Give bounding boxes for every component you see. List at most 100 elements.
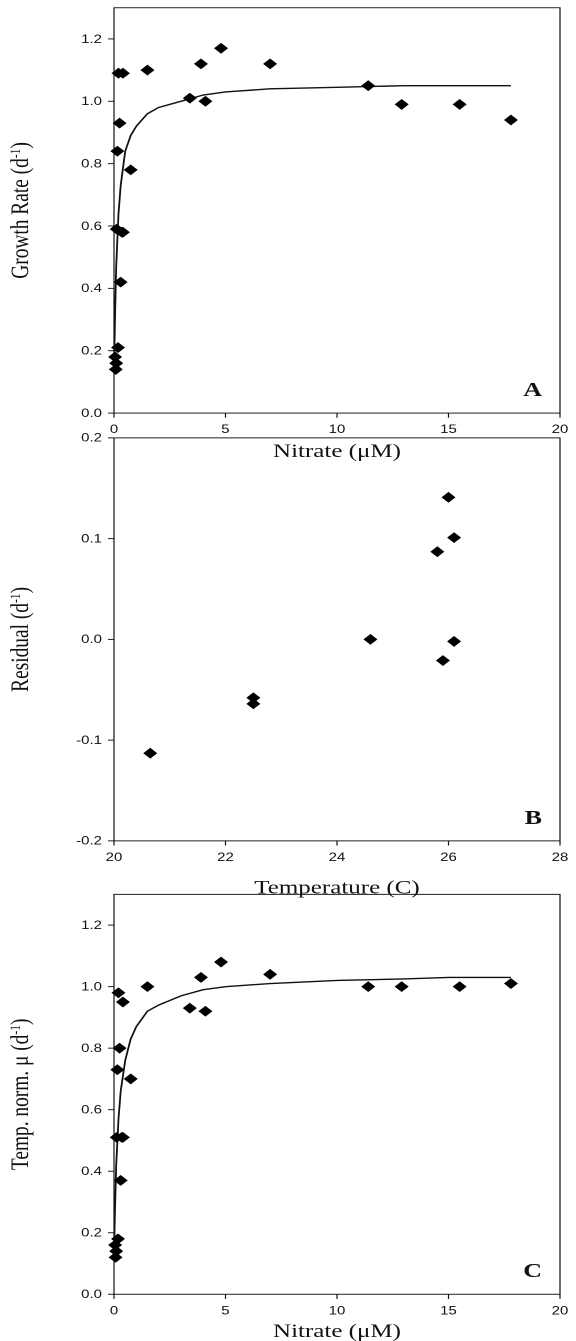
data-point	[193, 971, 208, 983]
data-point	[193, 58, 208, 70]
x-tick-label: 20	[552, 1304, 569, 1317]
fit-curve	[113, 976, 511, 1255]
data-point	[123, 1073, 138, 1085]
data-point	[143, 747, 158, 759]
x-tick-label: 0	[110, 423, 118, 436]
y-tick-label: 1.0	[81, 980, 102, 993]
y-axis-label: Temp. norm. μ (d-1)	[6, 1019, 34, 1171]
x-tick-label: 15	[440, 1304, 457, 1317]
y-tick-label: 0.4	[81, 1165, 102, 1178]
y-axis-label-superscript: -1	[6, 1025, 23, 1035]
data-point	[503, 978, 518, 989]
data-point	[198, 95, 213, 107]
data-point	[452, 981, 467, 993]
y-tick-label: 0.0	[81, 407, 102, 420]
y-tick-label: -0.1	[76, 734, 102, 747]
data-point	[246, 698, 261, 710]
y-tick-label: 0.1	[81, 532, 102, 545]
y-tick-label: 1.2	[81, 32, 102, 45]
chart-panel-b: 20 22 24 26 28 -0.2 -0.1 0.0 0.1 0.2 Temperature (…	[6, 431, 569, 898]
x-axis-label: Nitrate (μM)	[273, 440, 401, 462]
data-point	[363, 633, 378, 645]
x-tick-label: 22	[217, 851, 234, 864]
data-point	[115, 996, 130, 1008]
chart-panel-a: 0 5 10 15 20 0.0 0.2 0.4 0.6 0.8 1.0 1.2 Nitrate (μM…	[6, 7, 569, 462]
x-tick-label: 0	[110, 1304, 118, 1317]
data-point	[123, 164, 138, 176]
data-point	[182, 1002, 197, 1014]
x-tick-label: 24	[329, 851, 346, 864]
y-tick-label: 0.2	[81, 431, 102, 444]
data-point	[263, 968, 278, 980]
data-point	[503, 114, 518, 126]
x-tick-label: 20	[552, 423, 569, 436]
data-point	[112, 117, 127, 129]
y-tick-label: 0.8	[81, 1042, 102, 1055]
chart-panel-c: 0 5 10 15 20 0.0 0.2 0.4 0.6 0.8 1.0 1.2 Nitrate (μM…	[6, 893, 569, 1341]
y-axis-label: Residual (d-1)	[6, 587, 34, 692]
data-point	[112, 1042, 127, 1054]
data-point	[109, 1245, 124, 1257]
panel-label: C	[523, 1260, 542, 1283]
x-tick-label: 10	[329, 423, 346, 436]
data-point	[140, 64, 155, 76]
y-tick-label: 0.0	[81, 1288, 102, 1301]
figure-content: 0 5 10 15 20 0.0 0.2 0.4 0.6 0.8 1.0 1.2 Nitrate (μM…	[6, 7, 569, 1341]
data-point	[108, 363, 123, 375]
x-tick-label: 5	[221, 423, 229, 436]
data-point	[214, 42, 229, 54]
data-point	[115, 67, 130, 79]
data-point	[447, 532, 462, 544]
y-axis-label-superscript: -1	[6, 149, 23, 159]
data-point	[430, 546, 445, 558]
y-tick-label: -0.2	[76, 834, 102, 847]
data-point	[435, 655, 450, 666]
data-point	[111, 1233, 126, 1245]
y-tick-label: 0.4	[81, 282, 102, 295]
panel-label: A	[523, 379, 542, 402]
data-point	[361, 80, 376, 92]
data-point	[115, 1131, 130, 1143]
plot-frame	[113, 437, 561, 842]
data-point	[246, 692, 261, 704]
data-point	[198, 1005, 213, 1017]
y-tick-label: 0.0	[81, 633, 102, 646]
x-tick-label: 28	[552, 851, 569, 864]
data-point	[182, 92, 197, 104]
y-axis-label-end: )	[6, 587, 34, 593]
data-point	[394, 981, 409, 993]
data-point	[263, 58, 278, 70]
data-point	[214, 956, 229, 968]
x-tick-label: 10	[329, 1304, 346, 1317]
data-point	[452, 98, 467, 110]
plot-frame	[113, 893, 561, 1295]
y-tick-label: 0.6	[81, 1103, 102, 1116]
data-point	[361, 981, 376, 993]
x-tick-label: 20	[106, 851, 123, 864]
data-point	[115, 226, 130, 238]
data-point	[441, 491, 456, 503]
y-axis-label-main: Residual (d	[6, 603, 34, 692]
data-point	[113, 1175, 128, 1186]
y-tick-label: 1.0	[81, 95, 102, 108]
data-point	[394, 98, 409, 110]
fit-curve	[113, 85, 511, 370]
data-point	[447, 635, 462, 647]
y-tick-label: 1.2	[81, 919, 102, 932]
x-tick-label: 5	[221, 1304, 229, 1317]
x-axis-label: Temperature (C)	[254, 876, 419, 898]
data-point	[110, 1064, 125, 1076]
data-point	[111, 987, 126, 999]
y-axis-label: Growth Rate (d-1)	[6, 142, 34, 279]
x-tick-label: 15	[440, 423, 457, 436]
y-tick-label: 0.6	[81, 219, 102, 232]
y-axis-label-main: Temp. norm. μ (d	[6, 1035, 34, 1170]
x-tick-label: 26	[440, 851, 457, 864]
y-tick-label: 0.8	[81, 157, 102, 170]
y-axis-label-end: )	[6, 1019, 34, 1025]
x-axis-label: Nitrate (μM)	[273, 1320, 401, 1341]
y-axis-label-main: Growth Rate (d	[6, 158, 34, 278]
panel-label: B	[525, 806, 542, 829]
plot-frame	[113, 7, 561, 414]
